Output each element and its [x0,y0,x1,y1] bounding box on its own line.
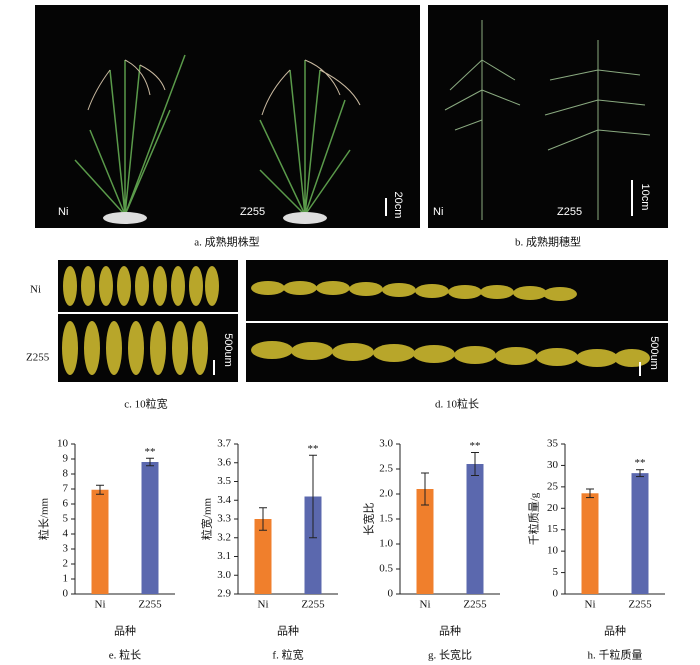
y-tick-label: 20 [547,502,559,514]
photo [428,5,668,228]
panel-caption: b. 成熟期穗型 [515,235,581,249]
panel-caption: f. 粒宽 [272,648,303,662]
scale-label: 20cm [392,192,404,219]
panicle-drawing [444,20,651,220]
grain-drawing [62,266,219,375]
y-axis-title: 长宽比 [362,503,376,536]
pot [283,212,327,224]
y-tick-label: 4 [63,528,69,540]
y-tick-label: 10 [57,438,69,450]
y-tick-label: 0.5 [379,563,393,575]
y-tick-label: 3.4 [217,494,231,506]
photo-label: Ni [433,206,443,218]
y-tick-label: 3.6 [217,456,231,468]
photo-label: Z255 [240,206,265,218]
y-tick-label: 3.5 [217,475,231,487]
y-tick-label: 35 [547,438,559,450]
y-tick-label: 3.0 [379,438,393,450]
y-tick-label: 0 [388,588,394,600]
x-axis-title: 品种 [439,624,461,638]
panel-caption: a. 成熟期株型 [194,235,259,249]
y-tick-label: 3.7 [217,438,231,450]
x-tick-label: Z255 [463,599,487,611]
y-axis-title: 粒宽/mm [200,497,214,540]
panel-caption: h. 千粒质量 [588,648,643,662]
bar [631,473,649,594]
row-label: Ni [30,284,41,296]
pot [103,212,147,224]
y-tick-label: 10 [547,545,559,557]
x-tick-label: Ni [585,599,596,611]
panel-caption: e. 粒长 [109,648,141,662]
x-tick-label: Z255 [301,599,325,611]
y-tick-label: 5 [63,513,69,525]
y-tick-label: 1.5 [379,513,393,525]
bar [416,489,434,594]
panel-caption: d. 10粒长 [435,397,479,411]
photo [35,5,420,228]
bar [91,489,109,594]
y-tick-label: 15 [547,523,559,535]
bar [304,496,322,594]
bar [141,462,159,594]
significance-label: ** [470,440,481,452]
x-tick-label: Ni [420,599,431,611]
panel-caption: c. 10粒宽 [124,397,167,411]
y-tick-label: 0 [553,588,559,600]
y-tick-label: 3.3 [217,513,231,525]
y-tick-label: 3.0 [217,569,231,581]
y-tick-label: 2.0 [379,488,393,500]
x-tick-label: Z255 [628,599,652,611]
y-tick-label: 1 [63,573,69,585]
photo-label: Z255 [557,206,582,218]
bar [466,464,484,594]
bar [581,493,599,594]
y-tick-label: 2.5 [379,463,393,475]
panel-caption: g. 长宽比 [428,648,472,662]
significance-label: ** [635,457,646,469]
y-tick-label: 0 [63,588,69,600]
y-tick-label: 2.9 [217,588,231,600]
significance-label: ** [308,443,319,455]
y-axis-title: 千粒质量/g [527,492,541,545]
scale-label: 500um [222,333,234,367]
x-axis-title: 品种 [604,624,626,638]
y-tick-label: 8 [63,468,69,480]
panicle-drawing [87,59,361,116]
plant-drawing [74,54,351,216]
y-tick-label: 30 [547,459,559,471]
bar [254,519,272,594]
x-tick-label: Ni [258,599,269,611]
y-tick-label: 7 [63,483,69,495]
y-axis-title: 粒长/mm [37,497,51,540]
y-tick-label: 9 [63,453,69,465]
y-tick-label: 5 [553,566,559,578]
row-label: Z255 [26,352,50,364]
x-tick-label: Ni [95,599,106,611]
grain-drawing [251,281,650,367]
y-tick-label: 3.1 [217,550,231,562]
significance-label: ** [145,446,156,458]
y-tick-label: 6 [63,498,69,510]
y-tick-label: 3 [63,543,69,555]
scale-label: 10cm [639,184,651,211]
y-tick-label: 2 [63,558,69,570]
photo-label: Ni [58,206,68,218]
x-axis-title: 品种 [277,624,299,638]
x-axis-title: 品种 [114,624,136,638]
x-tick-label: Z255 [138,599,162,611]
scale-label: 500um [648,336,660,370]
y-tick-label: 25 [547,480,559,492]
y-tick-label: 1.0 [379,538,393,550]
y-tick-label: 3.2 [217,531,231,543]
